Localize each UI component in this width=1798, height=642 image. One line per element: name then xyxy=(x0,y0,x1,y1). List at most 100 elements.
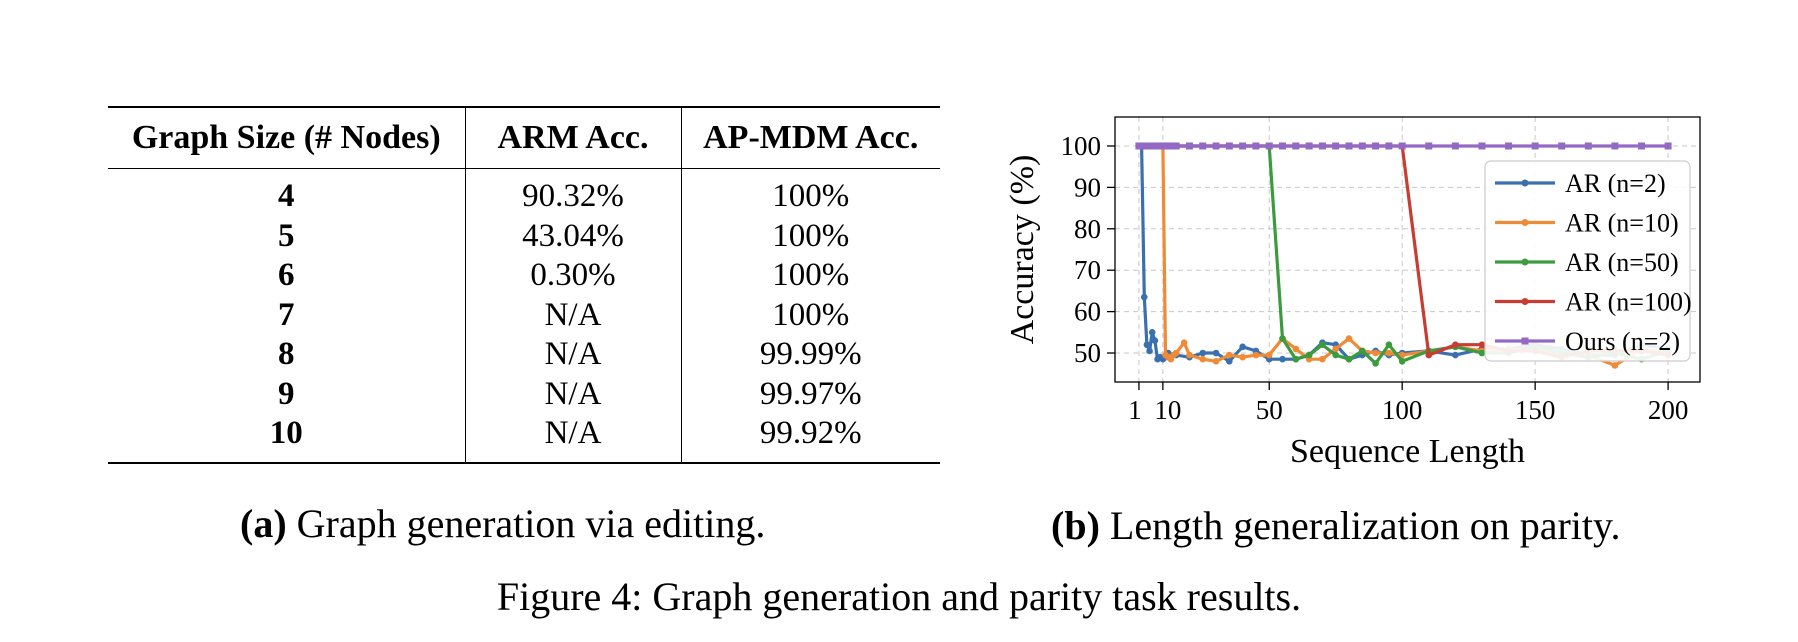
data-point xyxy=(1452,341,1459,349)
data-point xyxy=(1185,142,1193,150)
data-point xyxy=(1425,351,1433,359)
data-point xyxy=(1172,142,1180,150)
legend-box xyxy=(1484,160,1691,362)
data-point xyxy=(1664,142,1672,150)
y-tick-label: 60 xyxy=(1074,297,1101,327)
chart-svg: 1 10 50 100 150 200 50 60 70 80 90 100 Sequence Len… xyxy=(1004,116,1701,470)
caption-b-label: (b) xyxy=(1051,503,1100,548)
data-point xyxy=(1319,355,1326,363)
data-point xyxy=(1146,347,1153,355)
cell-arm-acc: 90.32% xyxy=(465,177,682,217)
data-point xyxy=(1212,357,1220,365)
cell-arm-acc: N/A xyxy=(465,335,682,375)
data-point xyxy=(1505,142,1513,150)
cell-arm-acc: N/A xyxy=(465,414,682,454)
data-point xyxy=(1239,343,1246,351)
data-point xyxy=(1319,341,1326,349)
cell-ap-mdm-acc: 99.92% xyxy=(759,415,862,452)
data-point xyxy=(1425,142,1433,150)
data-point xyxy=(1292,355,1300,363)
data-point xyxy=(1199,349,1207,357)
plot-frame xyxy=(1114,116,1701,383)
cell-graph-size: 7 xyxy=(108,295,466,335)
y-tick-label: 100 xyxy=(1061,131,1102,161)
cell-arm-acc: 43.04% xyxy=(465,216,682,256)
cell-arm-acc: N/A xyxy=(465,374,682,414)
data-point xyxy=(1225,142,1233,150)
data-point xyxy=(1332,142,1340,150)
subfigure-caption-a: (a) Graph generation via editing. xyxy=(240,500,765,547)
data-point xyxy=(1279,335,1286,342)
cell-ap-mdm-acc: 100% xyxy=(772,178,850,215)
caption-a-label: (a) xyxy=(240,501,287,546)
y-tick-label: 50 xyxy=(1074,338,1101,368)
subfigure-caption-b: (b) Length generalization on parity. xyxy=(1051,502,1620,549)
caption-a-text: Graph generation via editing. xyxy=(286,501,766,546)
data-point xyxy=(1478,349,1486,357)
data-point xyxy=(1212,349,1220,357)
table-row: 10 N/A 99.92% xyxy=(108,414,940,454)
legend-label: AR (n=2) xyxy=(1565,169,1666,198)
graph-generation-table: Graph Size (# Nodes) ARM Acc. AP-MDM Acc… xyxy=(108,106,940,503)
data-point xyxy=(1252,142,1260,150)
legend-label: AR (n=100) xyxy=(1565,288,1692,317)
data-point xyxy=(1265,351,1273,359)
cell-ap-mdm-acc: 100% xyxy=(772,257,850,294)
data-point xyxy=(1385,349,1393,357)
legend-label: Ours (n=2) xyxy=(1565,327,1680,356)
data-point xyxy=(1279,355,1286,363)
data-point xyxy=(1611,142,1619,150)
table-row: 4 90.32% 100% xyxy=(108,177,940,217)
data-point xyxy=(1212,142,1220,150)
data-point xyxy=(1584,142,1592,150)
cell-arm-acc: 0.30% xyxy=(465,256,682,296)
data-point xyxy=(1345,355,1353,363)
data-point xyxy=(1452,351,1459,359)
data-point xyxy=(1385,142,1393,150)
header-ap-mdm-acc: AP-MDM Acc. xyxy=(703,119,919,156)
legend-swatch-marker xyxy=(1521,337,1529,345)
data-point xyxy=(1265,142,1273,150)
x-tick-label: 1 xyxy=(1128,395,1142,425)
data-point xyxy=(1252,351,1260,359)
legend-label: AR (n=50) xyxy=(1565,248,1679,277)
cell-ap-mdm-acc: 100% xyxy=(772,217,850,254)
data-point xyxy=(1398,357,1406,365)
data-point xyxy=(1478,142,1486,150)
data-point xyxy=(1558,142,1566,150)
data-point xyxy=(1345,142,1353,150)
cell-ap-mdm-acc: 99.97% xyxy=(759,375,862,412)
data-point xyxy=(1318,142,1326,150)
data-point xyxy=(1180,339,1188,346)
table-row: 5 43.04% 100% xyxy=(108,216,940,256)
data-point xyxy=(1638,142,1645,150)
table-row: 8 N/A 99.99% xyxy=(108,335,940,375)
data-point xyxy=(1385,341,1393,349)
data-point xyxy=(1226,351,1233,359)
chart-legend: AR (n=2) AR (n=10) AR (n=50) AR (n=100) Ours… xyxy=(1484,160,1692,362)
cell-graph-size: 9 xyxy=(108,374,466,414)
data-point xyxy=(1151,337,1159,344)
x-tick-label: 100 xyxy=(1382,395,1423,425)
header-graph-size: Graph Size (# Nodes) xyxy=(108,107,466,169)
data-point xyxy=(1372,142,1380,150)
data-point xyxy=(1451,142,1459,150)
data-point xyxy=(1239,142,1247,150)
table-row: 7 N/A 100% xyxy=(108,295,940,335)
legend-swatch-marker xyxy=(1521,219,1529,226)
data-point xyxy=(1292,142,1300,150)
cell-ap-mdm-acc: 100% xyxy=(772,296,850,333)
x-tick-label: 200 xyxy=(1648,395,1689,425)
data-point xyxy=(1226,357,1233,365)
data-point xyxy=(1398,142,1406,150)
data-point xyxy=(1140,293,1148,301)
x-tick-label: 150 xyxy=(1515,395,1556,425)
cell-graph-size: 5 xyxy=(108,216,466,256)
data-point xyxy=(1345,335,1353,342)
data-point xyxy=(1186,351,1193,359)
data-point xyxy=(1611,362,1619,369)
legend-swatch-marker xyxy=(1521,258,1529,266)
cell-graph-size: 4 xyxy=(108,177,466,217)
header-arm-acc: ARM Acc. xyxy=(465,107,682,169)
data-point xyxy=(1199,355,1207,363)
